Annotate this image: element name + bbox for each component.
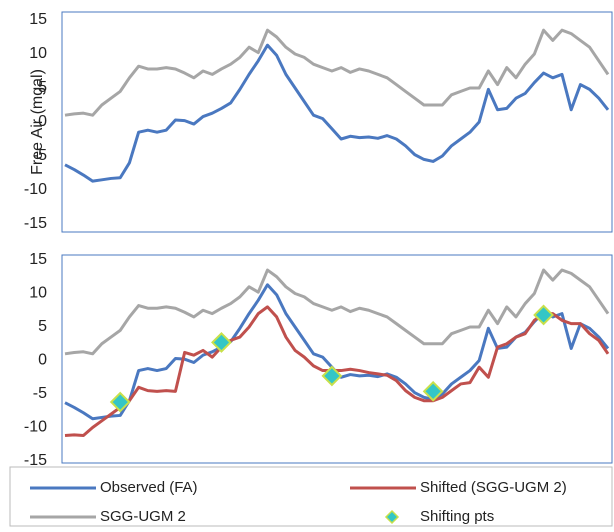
shifting-point bbox=[321, 365, 343, 387]
y-tick-label: -5 bbox=[33, 385, 47, 402]
y-tick-label: -15 bbox=[24, 452, 47, 469]
series-line bbox=[64, 283, 610, 421]
y-tick-label: 15 bbox=[29, 251, 47, 268]
shifting-point bbox=[422, 380, 444, 402]
y-tick-label: 15 bbox=[29, 11, 47, 28]
y-tick-label: 0 bbox=[38, 113, 47, 130]
legend-label: Shifted (SGG-UGM 2) bbox=[420, 479, 567, 496]
legend-label: Observed (FA) bbox=[100, 479, 198, 496]
shifting-point bbox=[211, 331, 232, 353]
y-axis-label: Free Air (mgal) bbox=[29, 69, 46, 175]
shifting-point bbox=[109, 391, 131, 413]
series-line bbox=[64, 43, 610, 183]
y-tick-label: 5 bbox=[38, 79, 47, 96]
legend-box bbox=[9, 466, 613, 527]
plot-border bbox=[61, 11, 613, 233]
y-tick-label: 10 bbox=[29, 45, 47, 62]
legend-label: Shifting pts bbox=[420, 508, 494, 525]
y-tick-label: 10 bbox=[29, 285, 47, 302]
y-tick-label: -15 bbox=[24, 215, 47, 232]
y-tick-label: -5 bbox=[33, 147, 47, 164]
series-line bbox=[64, 28, 610, 117]
y-tick-label: -10 bbox=[24, 181, 47, 198]
y-tick-label: 0 bbox=[38, 352, 47, 369]
legend-marker bbox=[384, 509, 400, 525]
legend-label: SGG-UGM 2 bbox=[100, 508, 186, 525]
series-line bbox=[64, 268, 610, 356]
y-tick-label: -10 bbox=[24, 419, 47, 436]
plot-border bbox=[61, 254, 613, 464]
shifting-point bbox=[533, 304, 554, 326]
y-tick-label: 5 bbox=[38, 318, 47, 335]
